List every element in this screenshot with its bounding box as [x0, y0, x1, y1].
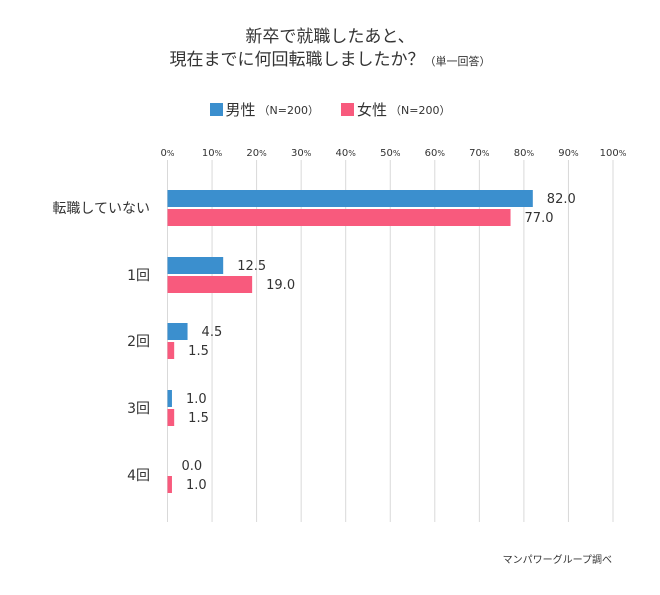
- title-line-2: 現在までに何回転職しましたか？（単一回答）: [0, 49, 660, 73]
- value-label-female: 1.5: [188, 344, 209, 359]
- category-label: 転職していない: [52, 201, 150, 217]
- chart-title: 新卒で就職したあと、 現在までに何回転職しましたか？（単一回答）: [0, 26, 660, 73]
- bar-female: [167, 276, 253, 293]
- bar-male: [167, 257, 224, 274]
- bars: [167, 190, 533, 493]
- x-tick-label: 0%: [161, 148, 175, 159]
- x-tick-label: 50%: [380, 148, 401, 159]
- value-label-male: 12.5: [237, 259, 266, 274]
- source-note: マンパワーグループ調べ: [502, 555, 612, 566]
- value-label-male: 0.0: [182, 459, 203, 474]
- legend-label-male: 男性: [225, 101, 256, 119]
- value-label-male: 1.0: [186, 392, 207, 407]
- legend-n-male: （N=200）: [258, 103, 319, 117]
- legend: 男性 （N=200） 女性 （N=200）: [0, 99, 660, 120]
- value-label-male: 82.0: [547, 192, 576, 207]
- value-labels: 82.0 77.0 12.519.0 4.5 1.5 1.0 1.5 0.0 1.0: [182, 192, 576, 493]
- legend-swatch-female: [341, 103, 354, 116]
- category-label: 3回: [127, 401, 150, 417]
- category-label: 2回: [127, 334, 150, 350]
- bar-male: [167, 190, 533, 207]
- value-label-male: 4.5: [202, 325, 223, 340]
- x-tick-label: 90%: [558, 148, 579, 159]
- legend-item-male: 男性 （N=200）: [209, 99, 319, 120]
- x-tick-labels: 0% 10% 20% 30% 40% 50% 60% 70% 80% 90% 100%: [161, 148, 627, 159]
- x-tick-label: 80%: [514, 148, 535, 159]
- value-label-female: 19.0: [266, 278, 295, 293]
- x-tick-label: 30%: [291, 148, 312, 159]
- bar-male: [167, 323, 188, 340]
- bar-male: [167, 390, 172, 407]
- bar-female: [167, 476, 172, 493]
- x-tick-label: 60%: [425, 148, 446, 159]
- title-line-2-text: 現在までに何回転職しましたか？: [169, 50, 425, 70]
- legend-n-female: （N=200）: [390, 103, 451, 117]
- value-label-female: 1.5: [188, 411, 209, 426]
- category-labels: 転職していない 1回 2回 3回 4回: [52, 201, 150, 484]
- category-label: 4回: [127, 468, 150, 484]
- value-label-female: 77.0: [525, 211, 554, 226]
- bar-female: [167, 342, 175, 359]
- title-note: （単一回答）: [424, 55, 491, 68]
- value-label-female: 1.0: [186, 478, 207, 493]
- x-tick-label: 100%: [600, 148, 627, 159]
- legend-swatch-male: [209, 103, 223, 116]
- legend-item-female: 女性 （N=200）: [341, 99, 450, 120]
- title-line-1: 新卒で就職したあと、: [245, 27, 415, 47]
- bar-female: [167, 209, 511, 226]
- x-tick-label: 70%: [469, 148, 490, 159]
- category-label: 1回: [127, 268, 150, 284]
- legend-label-female: 女性: [357, 101, 388, 119]
- x-tick-label: 40%: [336, 148, 357, 159]
- x-tick-label: 10%: [202, 148, 223, 159]
- x-tick-label: 20%: [246, 148, 267, 159]
- bar-female: [167, 409, 175, 426]
